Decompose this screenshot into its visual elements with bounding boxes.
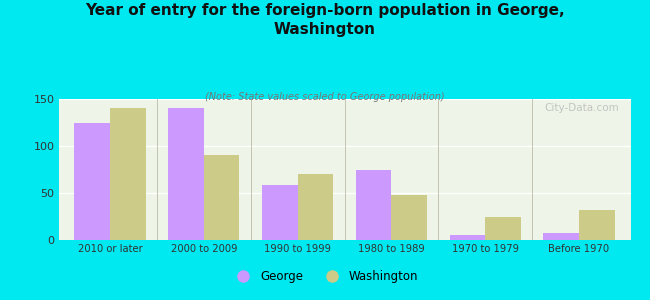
Bar [356, 169, 391, 240]
Bar [75, 122, 110, 240]
Bar [262, 185, 298, 240]
Bar [579, 210, 614, 240]
Text: City-Data.com: City-Data.com [544, 103, 619, 113]
Bar [391, 195, 427, 240]
Bar [485, 217, 521, 240]
Text: Year of entry for the foreign-born population in George,
Washington: Year of entry for the foreign-born popul… [85, 3, 565, 37]
Bar [110, 108, 146, 240]
Legend: George, Washington: George, Washington [227, 266, 423, 288]
Bar [450, 235, 485, 240]
Bar [543, 233, 579, 240]
Bar [204, 155, 239, 240]
Bar [168, 108, 204, 240]
Bar [298, 174, 333, 240]
Text: (Note: State values scaled to George population): (Note: State values scaled to George pop… [205, 92, 445, 101]
